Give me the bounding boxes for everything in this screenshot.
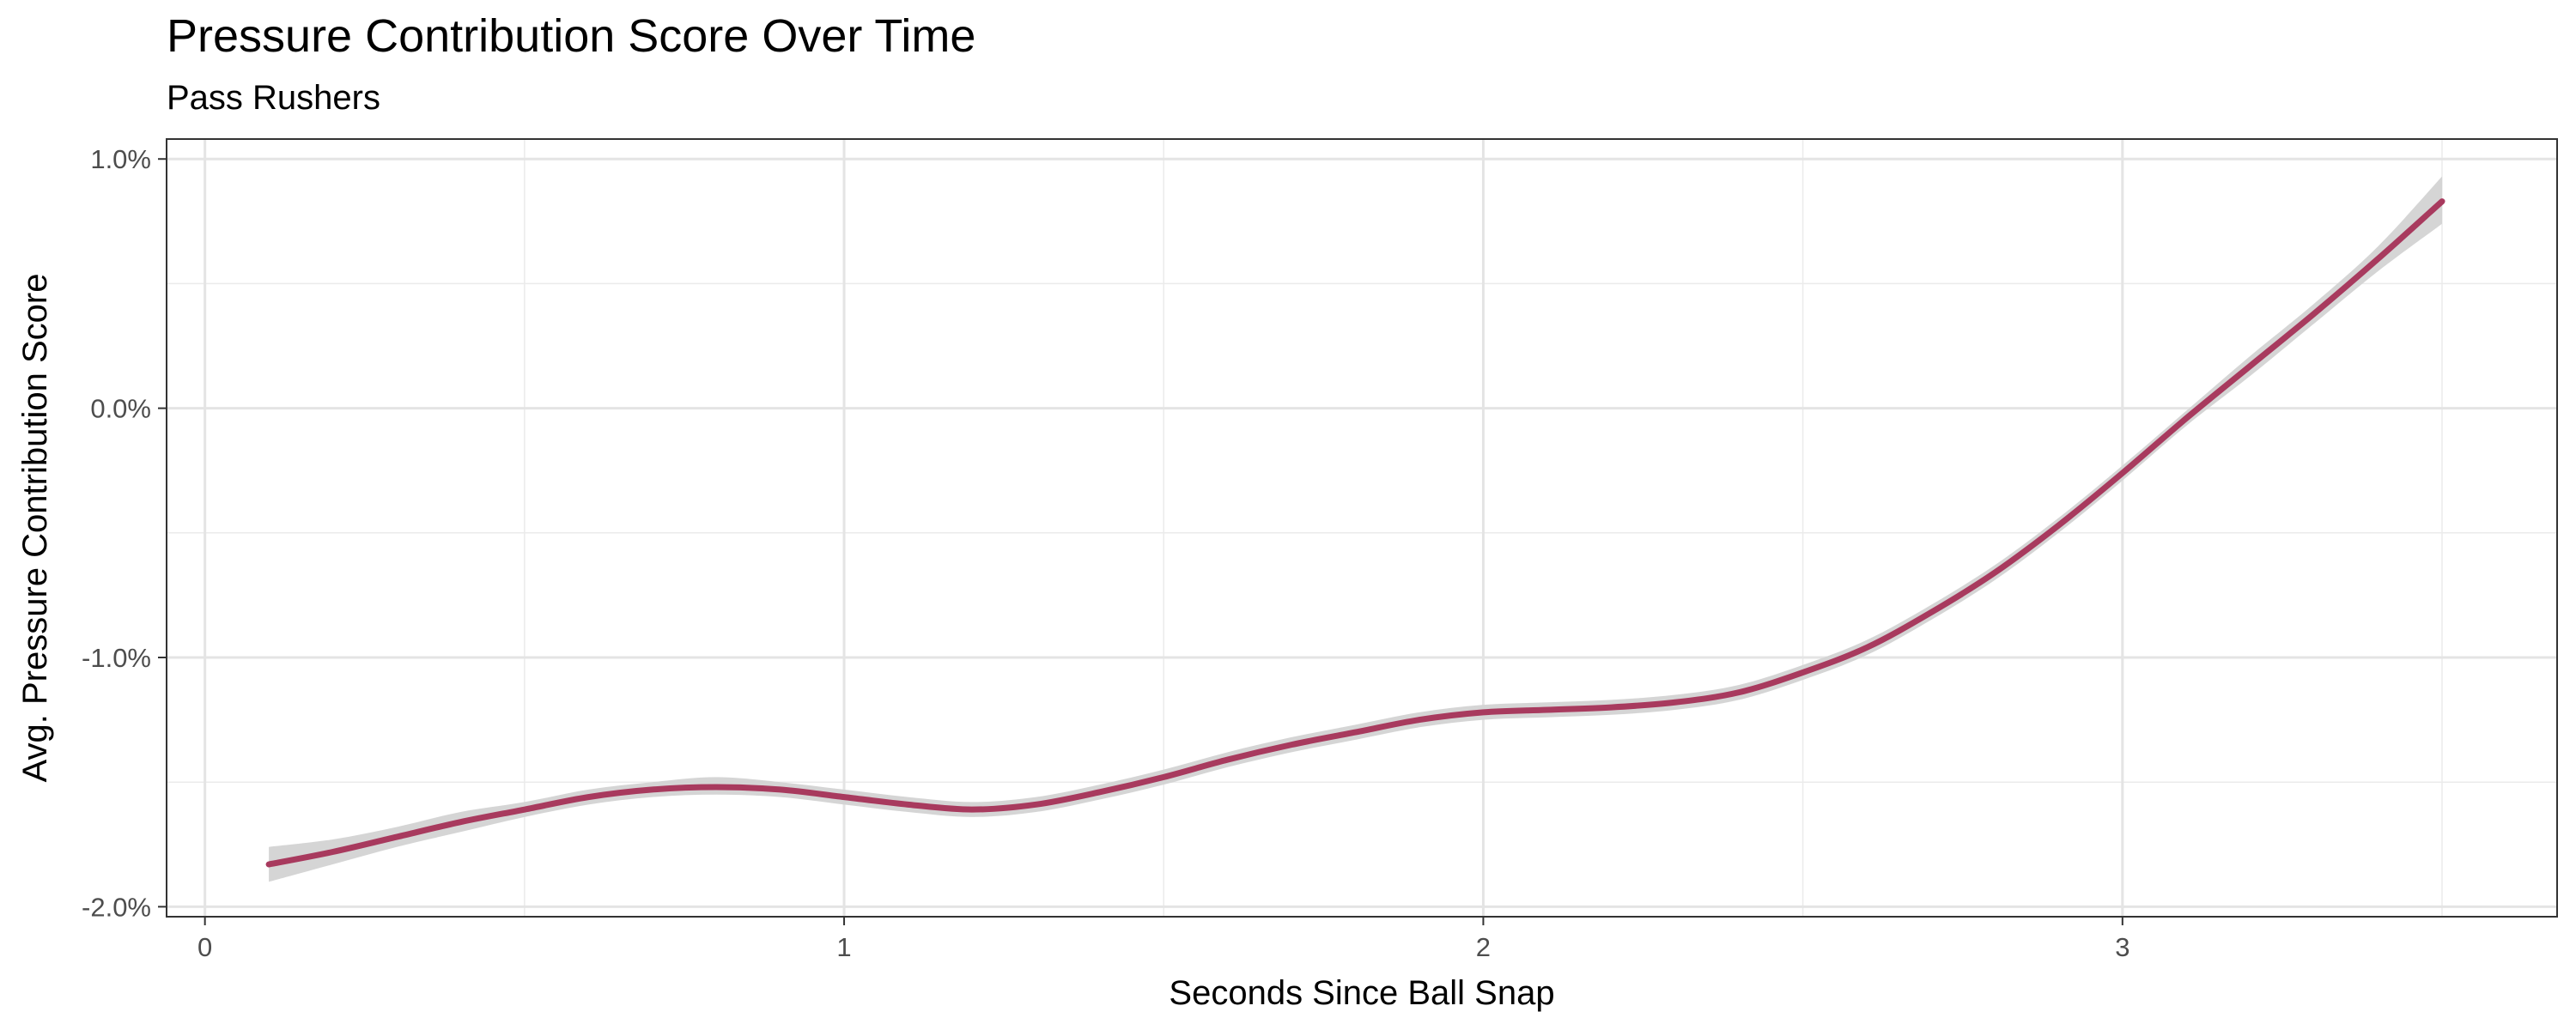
- y-tick-label: 0.0%: [90, 394, 151, 424]
- y-tick-label: -2.0%: [82, 892, 151, 922]
- x-axis-ticks: 0 1 2 3: [197, 917, 2129, 962]
- chart-title: Pressure Contribution Score Over Time: [167, 10, 975, 62]
- chart-subtitle: Pass Rushers: [167, 79, 380, 117]
- plot-panel-border: [166, 138, 2558, 918]
- x-tick-label: 3: [2115, 932, 2129, 962]
- x-tick-label: 0: [197, 932, 212, 962]
- minor-gridlines: [167, 139, 2557, 917]
- major-gridlines: [167, 139, 2557, 917]
- series-line: [265, 198, 2445, 868]
- confidence-band: [269, 176, 2443, 882]
- x-axis-title: Seconds Since Ball Snap: [1169, 974, 1554, 1012]
- y-axis-ticks: 1.0% 0.0% -1.0% -2.0%: [82, 144, 167, 922]
- series-line-layer: [265, 198, 2445, 868]
- y-tick-label: -1.0%: [82, 643, 151, 673]
- y-tick-label: 1.0%: [90, 144, 151, 174]
- confidence-band-layer: [269, 176, 2443, 882]
- x-tick-label: 2: [1476, 932, 1491, 962]
- x-tick-label: 1: [836, 932, 851, 962]
- y-axis-title: Avg. Pressure Contribution Score: [16, 274, 54, 783]
